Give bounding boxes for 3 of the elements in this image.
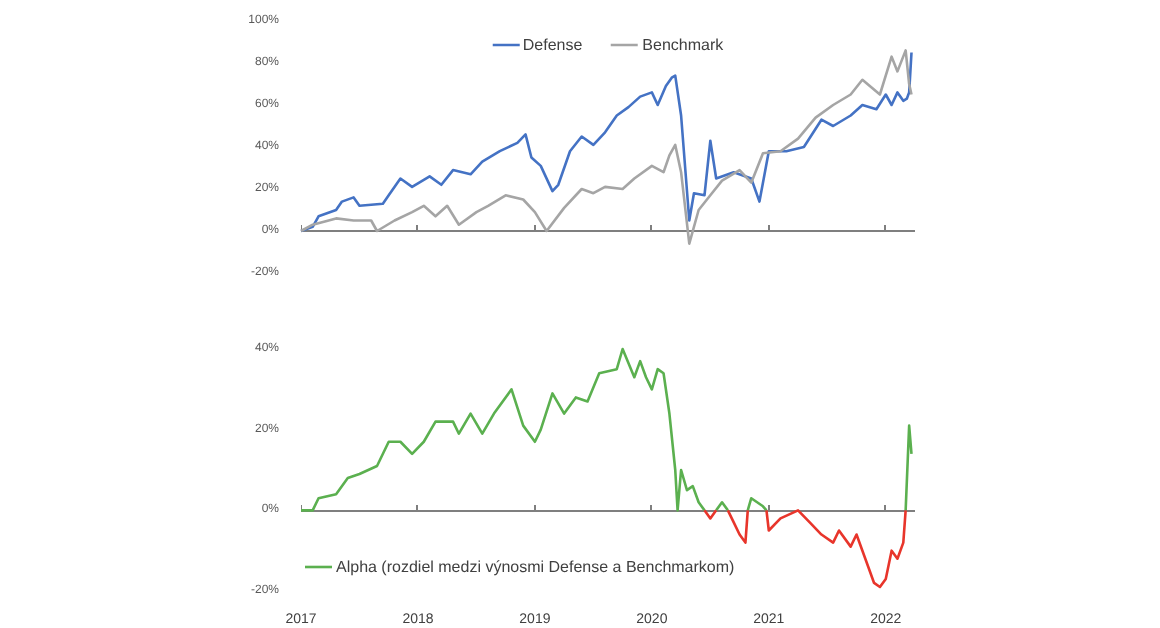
legend-label: Benchmark [642,35,724,53]
legend-label: Defense [522,35,583,53]
legend-label: Alpha (rozdiel medzi výnosmi Defense a Benchmarkom) [336,557,735,575]
